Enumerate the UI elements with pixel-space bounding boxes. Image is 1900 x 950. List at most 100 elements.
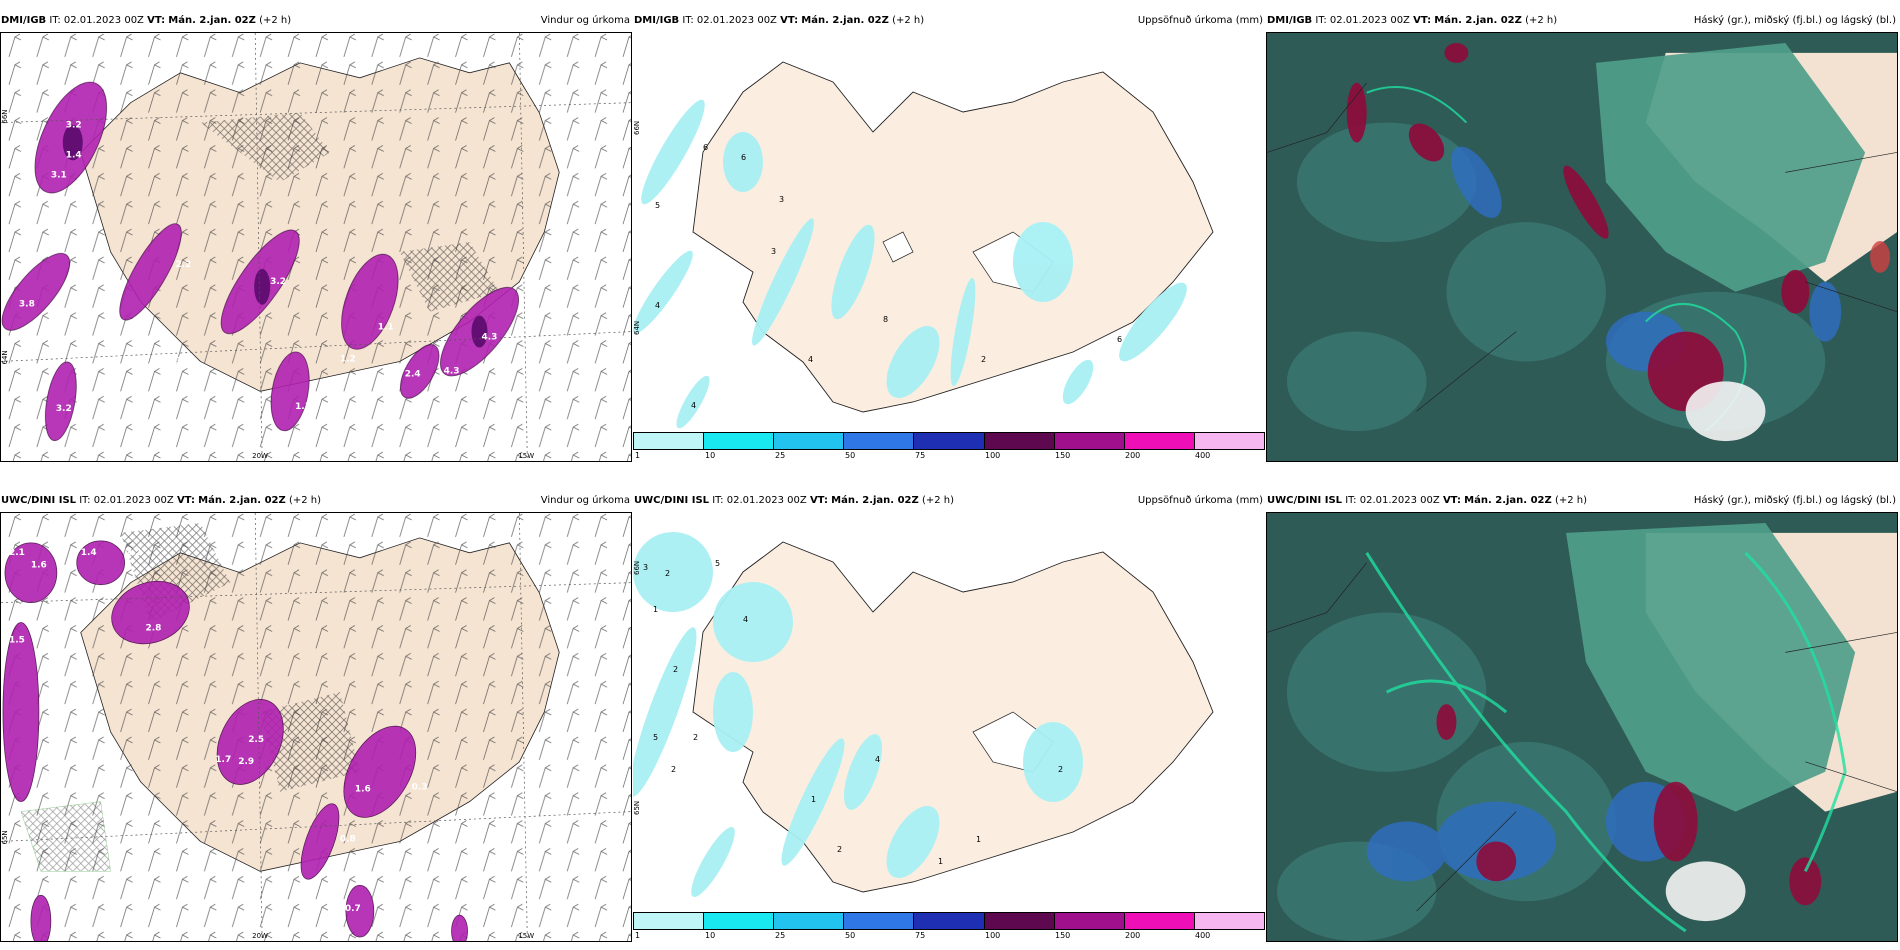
field-title: Háský (gr.), miðský (fj.bl.) og lágský (… <box>1693 495 1896 506</box>
lat-label: 66N <box>1 109 9 123</box>
colorbar-cell <box>914 913 985 929</box>
precip-val: 2 <box>981 355 986 364</box>
wind-val: 2.8 <box>146 623 162 633</box>
precip-val: 1 <box>976 835 981 844</box>
precip-val: 2 <box>665 569 670 578</box>
precip-val: 2 <box>673 665 678 674</box>
wind-val: 1.6 <box>355 785 371 795</box>
wind-val: 3.2 <box>66 121 82 131</box>
colorbar-cell <box>634 433 705 449</box>
colorbar-tick: 150 <box>1055 931 1071 940</box>
it-label: IT: <box>79 495 91 506</box>
wind-val: 0.8 <box>340 834 356 844</box>
lead-time: (+2 h) <box>1525 15 1558 26</box>
panel-header: UWC/DINI ISL IT: 02.01.2023 00Z VT: Mán.… <box>1266 490 1898 512</box>
wind-val: 2.2 <box>175 260 191 270</box>
wind-val: 2.4 <box>405 369 421 379</box>
vt-value: Mán. 2.jan. 02Z <box>1434 15 1522 26</box>
panel-r1-wind: DMI/IGB IT: 02.01.2023 00Z VT: Mán. 2.ja… <box>0 10 632 462</box>
colorbar-tick: 400 <box>1195 451 1211 460</box>
wind-val: 1.3 <box>295 402 311 412</box>
panel-header: UWC/DINI ISL IT: 02.01.2023 00Z VT: Mán.… <box>633 490 1265 512</box>
model-name: UWC/DINI ISL <box>1267 495 1343 506</box>
precip-val: 4 <box>691 401 696 410</box>
colorbar-cell <box>774 433 845 449</box>
colorbar-cell <box>844 433 915 449</box>
lat-label: 66N <box>633 121 641 135</box>
precip-val: 4 <box>875 755 880 764</box>
panel-header: DMI/IGB IT: 02.01.2023 00Z VT: Mán. 2.ja… <box>0 10 632 32</box>
panel-header: DMI/IGB IT: 02.01.2023 00Z VT: Mán. 2.ja… <box>633 10 1265 32</box>
it-value: 02.01.2023 00Z <box>1329 15 1410 26</box>
colorbar-tick: 100 <box>985 451 1001 460</box>
colorbar-cell <box>1054 433 1125 449</box>
it-label: IT: <box>1315 15 1327 26</box>
colorbar-tick: 1 <box>635 931 641 940</box>
precip-val: 2 <box>837 845 842 854</box>
wind-val: 3.2 <box>270 277 286 287</box>
colorbar-cell <box>984 433 1055 449</box>
wind-val: 1.7 <box>215 755 231 765</box>
colorbar-tick: 75 <box>915 451 926 460</box>
panel-r1-precip: DMI/IGB IT: 02.01.2023 00Z VT: Mán. 2.ja… <box>633 10 1265 462</box>
colorbar-tick: 75 <box>915 931 926 940</box>
precip-val: 1 <box>811 795 816 804</box>
precip-val: 5 <box>655 201 660 210</box>
model-name: DMI/IGB <box>1267 15 1313 26</box>
wind-val: 3.1 <box>51 170 67 180</box>
model-name: DMI/IGB <box>634 15 680 26</box>
vt-label: VT: <box>147 15 166 26</box>
colorbar-cell <box>914 433 985 449</box>
wind-val: 4.3 <box>444 366 460 376</box>
wind-val: 2.9 <box>238 757 254 767</box>
it-value: 02.01.2023 00Z <box>1359 495 1440 506</box>
colorbar-tick: 25 <box>775 451 786 460</box>
vt-label: VT: <box>1442 495 1461 506</box>
map-clouds[interactable] <box>1266 512 1898 942</box>
precip-val: 5 <box>715 559 720 568</box>
panel-r2-precip: UWC/DINI ISL IT: 02.01.2023 00Z VT: Mán.… <box>633 490 1265 942</box>
field-title: Uppsöfnuð úrkoma (mm) <box>1137 495 1263 506</box>
it-label: IT: <box>712 495 724 506</box>
it-value: 02.01.2023 00Z <box>696 15 777 26</box>
wind-val: 2.1 <box>9 548 25 558</box>
map-wind-precip[interactable]: 3.2 1.4 3.1 3.8 2.2 3.2 1.1 3.9 4.3 4.3 … <box>0 32 632 462</box>
colorbar-cell <box>1194 913 1264 929</box>
lon-label: 20W <box>252 932 268 940</box>
colorbar-tick: 200 <box>1125 931 1141 940</box>
colorbar-tick: 10 <box>705 931 716 940</box>
colorbar-tick: 1 <box>635 451 641 460</box>
colorbar-cell <box>844 913 915 929</box>
vt-label: VT: <box>1413 15 1432 26</box>
wind-val: 2.2 <box>126 548 142 558</box>
precip-val: 4 <box>743 615 748 624</box>
precip-val: 2 <box>693 733 698 742</box>
it-label: IT: <box>682 15 694 26</box>
vt-label: VT: <box>780 15 799 26</box>
vt-value: Mán. 2.jan. 02Z <box>1464 495 1552 506</box>
vt-label: VT: <box>176 495 195 506</box>
field-title: Háský (gr.), miðský (fj.bl.) og lágský (… <box>1693 15 1896 26</box>
precip-val: 4 <box>808 355 813 364</box>
colorbar-tick: 400 <box>1195 931 1211 940</box>
lat-label: 64N <box>633 321 641 335</box>
panel-header: DMI/IGB IT: 02.01.2023 00Z VT: Mán. 2.ja… <box>1266 10 1898 32</box>
lead-time: (+2 h) <box>892 15 925 26</box>
colorbar-cell <box>704 913 775 929</box>
precip-val: 2 <box>1058 765 1063 774</box>
wind-val: 1.4 <box>81 548 97 558</box>
precip-val: 1 <box>653 605 658 614</box>
colorbar-cell <box>1054 913 1125 929</box>
wind-val: 0.3 <box>412 783 428 793</box>
wind-val: 2.5 <box>248 735 264 745</box>
map-wind-precip[interactable]: 2.1 1.6 1.4 2.2 2.8 1.5 2.5 2.9 1.6 0.3 … <box>0 512 632 942</box>
vt-value: Mán. 2.jan. 02Z <box>801 15 889 26</box>
colorbar-cell <box>704 433 775 449</box>
model-name: DMI/IGB <box>1 15 47 26</box>
map-clouds[interactable] <box>1266 32 1898 462</box>
lat-label: 65N <box>633 801 641 815</box>
map-accum-precip[interactable]: 3 2 5 1 2 4 5 2 2 1 4 2 1 1 2 66N 65N <box>633 512 1265 916</box>
precip-val: 3 <box>779 195 784 204</box>
map-accum-precip[interactable]: 6 5 6 3 3 4 8 2 4 6 4 66N 64N <box>633 32 1265 436</box>
it-label: IT: <box>1345 495 1357 506</box>
